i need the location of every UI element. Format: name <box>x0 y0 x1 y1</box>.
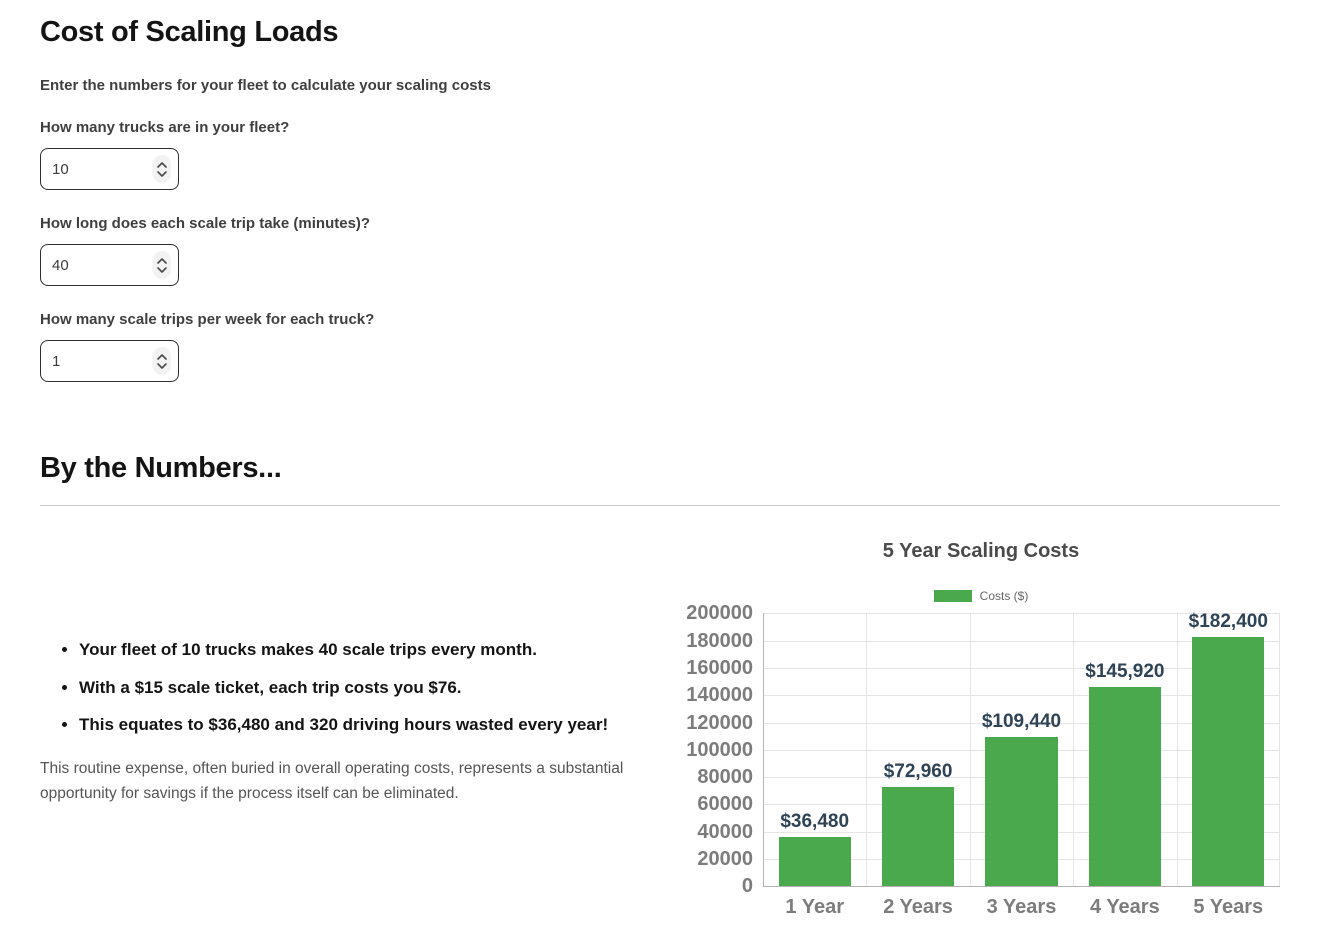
chart-body: 200000 180000 160000 140000 120000 100000 8000… <box>682 603 1280 896</box>
bar <box>881 786 955 887</box>
gridline-horizontal <box>763 613 1280 615</box>
trips-per-week-input[interactable] <box>52 352 153 370</box>
trips-per-week-number-field[interactable] <box>40 340 179 383</box>
bar <box>1088 687 1162 887</box>
field-group-trips-per-week: How many scale trips per week for each t… <box>40 311 1280 383</box>
bar-column: $72,960 <box>866 613 969 887</box>
trucks-count-input[interactable] <box>52 160 153 178</box>
trip-minutes-number-field[interactable] <box>40 244 179 287</box>
gridline-horizontal <box>763 667 1280 669</box>
y-tick-label: 80000 <box>697 766 753 789</box>
y-tick-label: 120000 <box>686 711 753 734</box>
gridline-horizontal <box>763 886 1280 888</box>
chevron-down-icon[interactable] <box>157 267 167 273</box>
legend-swatch <box>933 590 972 603</box>
results-heading: By the Numbers... <box>40 452 282 485</box>
y-tick-label: 100000 <box>686 738 753 761</box>
chart-title: 5 Year Scaling Costs <box>882 540 1080 563</box>
x-tick-label: 3 Years <box>986 896 1057 919</box>
y-tick-label: 140000 <box>686 684 753 707</box>
x-tick-label: 2 Years <box>883 896 953 919</box>
bar-value-label: $72,960 <box>883 760 953 782</box>
y-tick-label: 180000 <box>686 629 753 652</box>
gridline-vertical <box>866 613 868 887</box>
y-tick-label: 0 <box>741 875 753 898</box>
results-note: This routine expense, often buried in ov… <box>40 760 624 803</box>
field-group-trip-minutes: How long does each scale trip take (minu… <box>40 215 1280 287</box>
bar-value-label: $145,920 <box>1085 661 1165 683</box>
y-tick-label: 40000 <box>697 820 753 843</box>
legend-label: Costs ($) <box>979 589 1029 604</box>
trucks-number-field[interactable] <box>40 148 179 191</box>
result-bullet-monthly-trips: Your fleet of 10 trucks makes 40 scale t… <box>79 639 630 660</box>
result-bullet-yearly-waste: This equates to $36,480 and 320 driving … <box>79 714 630 735</box>
gridline-horizontal <box>763 722 1280 724</box>
field-group-trucks: How many trucks are in your fleet? <box>40 119 1280 191</box>
bar-column: $109,440 <box>970 613 1073 887</box>
bar-column: $182,400 <box>1177 611 1280 887</box>
trip-minutes-input[interactable] <box>52 256 153 274</box>
cost-calculator-page: Cost of Scaling Loads Enter the numbers … <box>0 0 1319 919</box>
gridline-horizontal <box>763 695 1280 697</box>
trip-minutes-field-label: How long does each scale trip take (minu… <box>40 215 371 233</box>
x-tick-label: 4 Years <box>1090 896 1160 919</box>
scaling-costs-chart: 5 Year Scaling Costs Costs ($) 200000 180… <box>682 526 1280 919</box>
chart-legend[interactable]: Costs ($) <box>682 589 1280 603</box>
trips-per-week-field-label: How many scale trips per week for each t… <box>40 311 375 329</box>
results-bullet-list: Your fleet of 10 trucks makes 40 scale t… <box>40 639 630 735</box>
section-divider <box>40 505 1280 507</box>
trips-per-week-number-stepper[interactable] <box>153 347 171 376</box>
gridline-vertical <box>969 613 971 887</box>
bar-value-label: $109,440 <box>981 710 1062 732</box>
x-tick-label: 1 Year <box>785 896 844 919</box>
bar-value-label: $182,400 <box>1188 611 1268 633</box>
trucks-field-label: How many trucks are in your fleet? <box>40 119 290 137</box>
y-axis-ticks: 200000 180000 160000 140000 120000 100000 8000… <box>682 603 763 896</box>
chevron-up-icon[interactable] <box>157 354 167 360</box>
y-tick-label: 200000 <box>686 602 753 625</box>
y-tick-label: 60000 <box>697 793 753 816</box>
trip-minutes-number-stepper[interactable] <box>153 251 171 280</box>
results-section: Your fleet of 10 trucks makes 40 scale t… <box>40 526 1280 919</box>
bar-value-label: $36,480 <box>780 810 850 832</box>
results-text-column: Your fleet of 10 trucks makes 40 scale t… <box>40 639 682 806</box>
gridline-vertical <box>1073 613 1075 887</box>
bar <box>1192 637 1265 887</box>
page-title: Cost of Scaling Loads <box>40 16 339 48</box>
plot-area: $36,480 $72,960 $109,440 $145,920 $182,400 <box>763 611 1280 888</box>
result-bullet-trip-cost: With a $15 scale ticket, each trip costs… <box>79 677 630 698</box>
gridline-horizontal <box>763 640 1280 642</box>
chevron-down-icon[interactable] <box>157 171 167 177</box>
chevron-up-icon[interactable] <box>157 162 167 168</box>
gridline-vertical <box>1279 613 1280 887</box>
x-axis-labels: 1 Year 2 Years 3 Years 4 Years 5 Years <box>763 886 1280 919</box>
bar <box>778 836 851 887</box>
chevron-down-icon[interactable] <box>157 363 167 369</box>
gridline-vertical <box>763 613 764 887</box>
trucks-number-stepper[interactable] <box>153 155 171 184</box>
y-tick-label: 160000 <box>686 656 753 679</box>
x-tick-label: 5 Years <box>1193 896 1264 919</box>
bar-column: $145,920 <box>1073 613 1176 887</box>
chevron-up-icon[interactable] <box>157 258 167 264</box>
gridline-vertical <box>1176 613 1178 887</box>
calculator-subtitle: Enter the numbers for your fleet to calc… <box>40 77 491 95</box>
y-tick-label: 20000 <box>697 848 753 871</box>
bar-column: $36,480 <box>763 613 866 887</box>
bar <box>985 736 1058 887</box>
